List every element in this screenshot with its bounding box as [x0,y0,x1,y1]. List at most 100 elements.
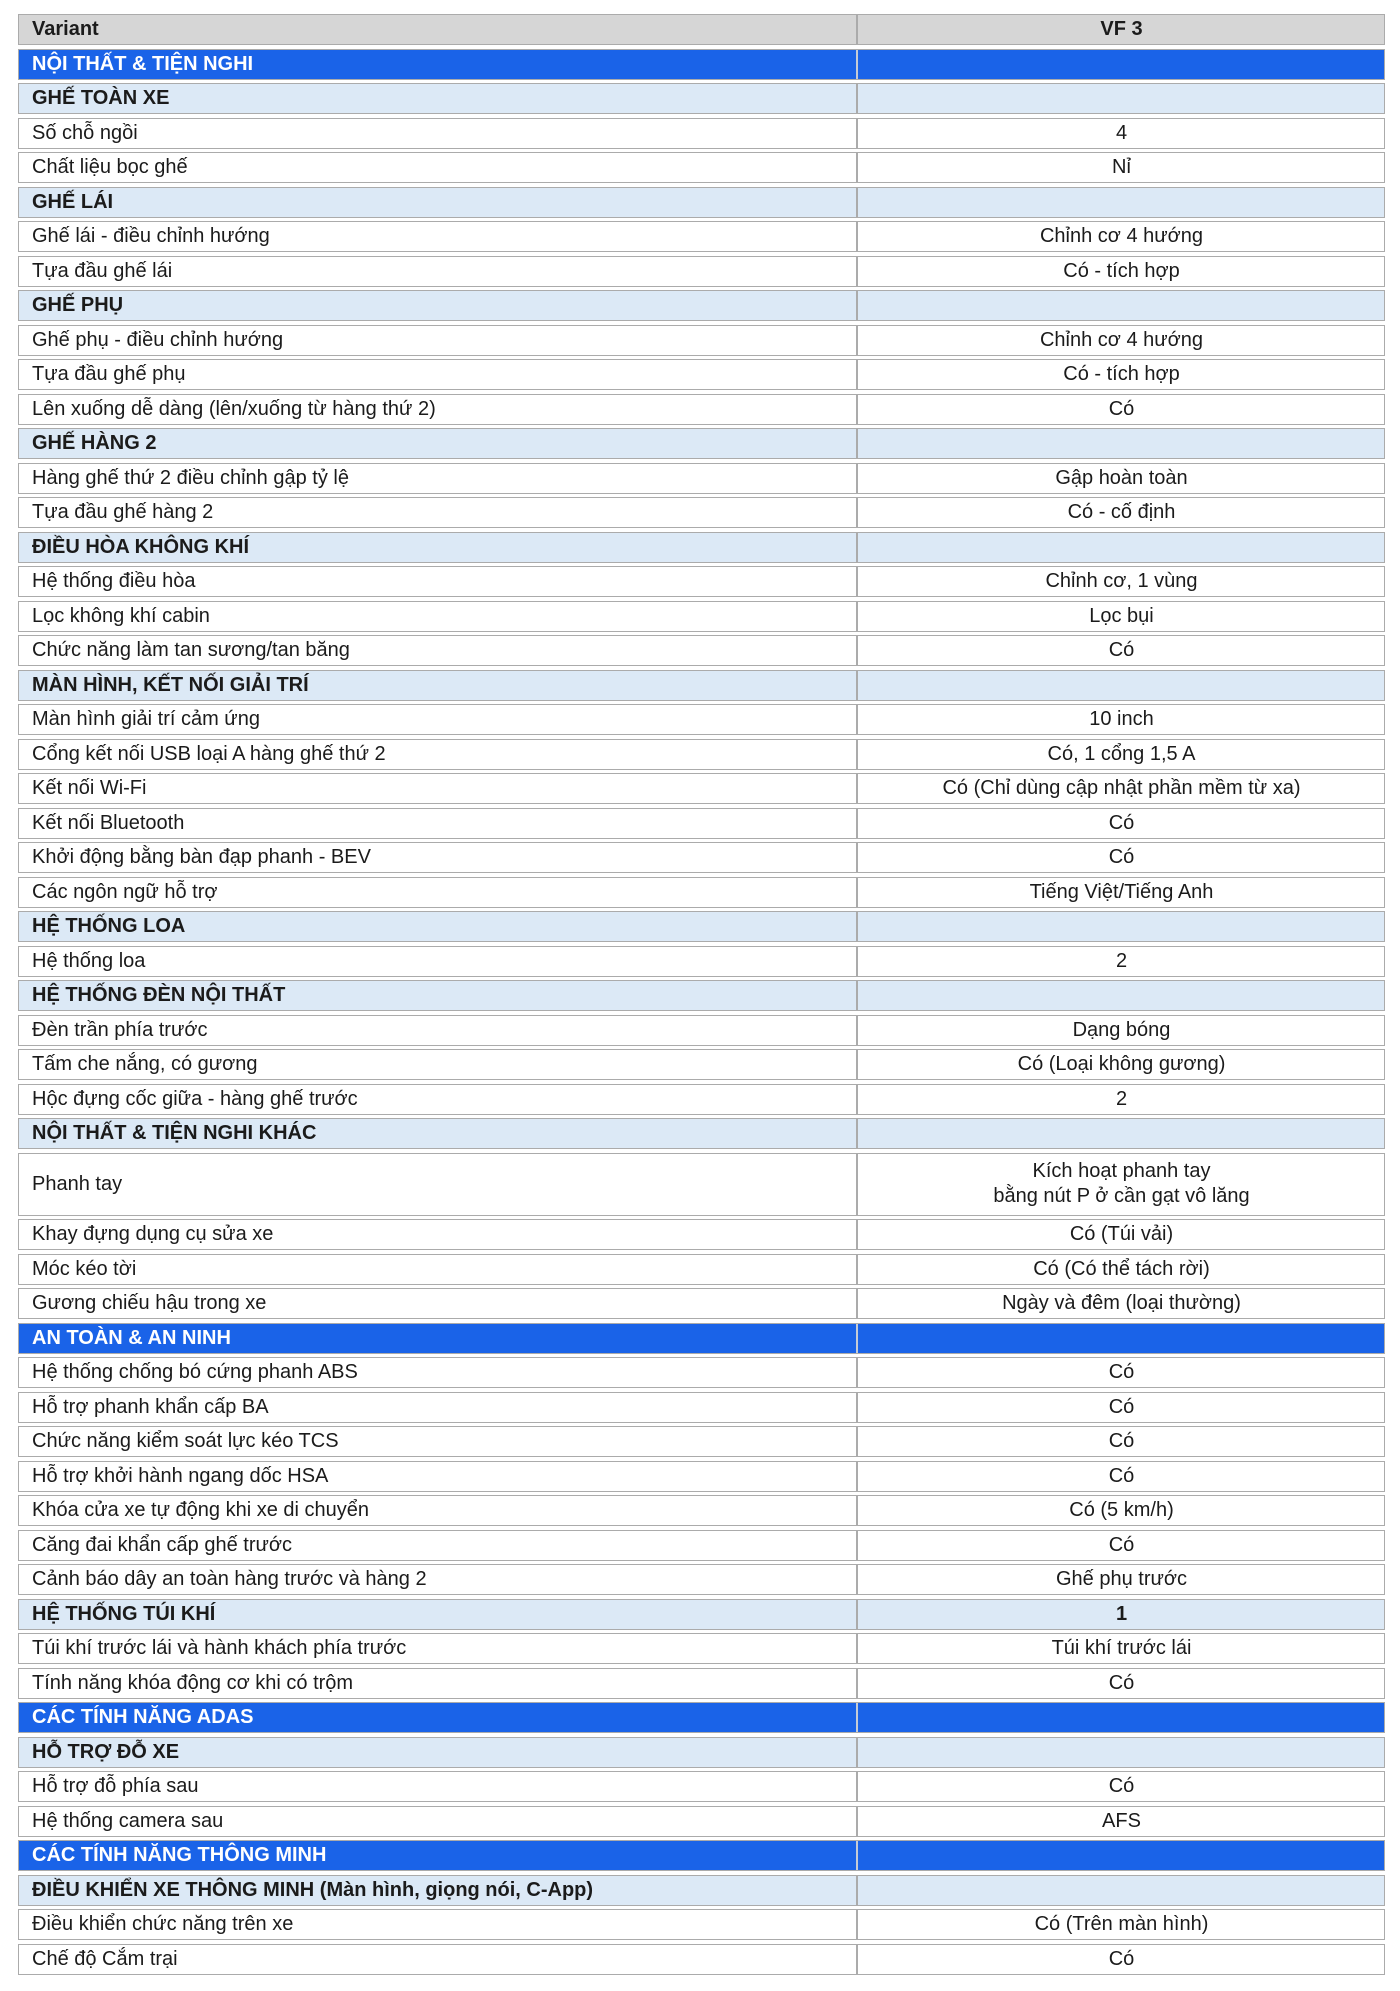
spec-row: Túi khí trước lái và hành khách phía trư… [18,1633,1385,1664]
column-divider [856,1944,858,1974]
spec-label-cell: Chất liệu bọc ghế [32,156,188,178]
column-divider [856,84,858,113]
spec-value-cell: Có [1108,397,1135,420]
column-divider [856,1427,858,1456]
column-divider [856,1806,858,1836]
table-header-row: Variant VF 3 [18,14,1385,45]
column-divider [856,636,858,665]
spec-row: Chất liệu bọc ghế Nỉ [18,152,1385,183]
spec-row: Hệ thống loa 2 [18,945,1385,977]
spec-row: Tựa đầu ghế hàng 2 Có - cố định [18,497,1385,528]
spec-row: Chức năng kiểm soát lực kéo TCS Có [18,1426,1385,1457]
spec-value-cell: 4 [1115,121,1128,144]
spec-label-cell: Hỗ trợ đỗ phía sau [32,1775,199,1797]
spec-label-cell: Cảnh báo dây an toàn hàng trước và hàng … [32,1568,427,1590]
spec-label-cell: Gương chiếu hậu trong xe [32,1292,267,1314]
column-divider [856,1220,858,1249]
spec-label-cell: Tựa đầu ghế hàng 2 [32,501,214,523]
spec-value-cell: Có, 1 cổng 1,5 A [1047,742,1196,765]
spec-row: Khóa cửa xe tự động khi xe di chuyển Có (… [18,1495,1385,1526]
spec-row: Hệ thống camera sau AFS [18,1805,1385,1837]
spec-value-cell: 1 [1115,1602,1128,1625]
spec-value-cell: Lọc bụi [1089,604,1154,627]
spec-label-cell: Hàng ghế thứ 2 điều chỉnh gập tỷ lệ [32,466,349,489]
spec-value-cell [859,1841,1384,1870]
column-divider [856,843,858,872]
spec-value-cell [859,912,1384,941]
spec-label-cell: Chức năng làm tan sương/tan băng [32,639,350,661]
spec-row: Hệ thống điều hòa Chỉnh cơ, 1 vùng [18,566,1385,597]
column-divider [856,1153,858,1215]
spec-row: Tựa đầu ghế phụ Có - tích hợp [18,359,1385,390]
column-divider [856,498,858,527]
spec-value-cell [859,188,1384,217]
spec-label-cell: GHẾ LÁI [32,190,114,213]
spec-row: Lên xuống dễ dàng (lên/xuống từ hàng thứ… [18,393,1385,425]
section-row: AN TOÀN & AN NINH [18,1322,1385,1354]
column-header-variant: Variant [32,18,99,40]
column-divider [856,1254,858,1284]
spec-label-cell: Hệ thống điều hòa [32,570,196,592]
column-divider [856,877,858,907]
spec-label-cell: Chức năng kiểm soát lực kéo TCS [32,1430,339,1452]
spec-value-cell: Có [1108,1671,1135,1694]
spec-value-cell: Tiếng Việt/Tiếng Anh [1029,880,1214,903]
spec-label-cell: Tựa đầu ghế phụ [32,363,186,385]
spec-label-cell: NỘI THẤT & TIỆN NGHI [32,52,254,75]
spec-label-cell: Lọc không khí cabin [32,604,210,627]
spec-label-cell: CÁC TÍNH NĂNG THÔNG MINH [32,1844,327,1866]
spec-row: Tựa đầu ghế lái Có - tích hợp [18,255,1385,287]
spec-value-cell: Có (Chỉ dùng cập nhật phần mềm từ xa) [942,777,1301,799]
spec-label-cell: Cổng kết nối USB loại A hàng ghế thứ 2 [32,742,386,765]
column-divider [856,325,858,355]
spec-label-cell: NỘI THẤT & TIỆN NGHI KHÁC [32,1122,317,1144]
spec-row: Kết nối Wi-Fi Có (Chỉ dùng cập nhật phần … [18,773,1385,804]
spec-row: Hàng ghế thứ 2 điều chỉnh gập tỷ lệ Gập h… [18,462,1385,494]
column-divider [856,1737,858,1767]
spec-row: Cảnh báo dây an toàn hàng trước và hàng … [18,1564,1385,1595]
spec-label-cell: Tính năng khóa động cơ khi có trộm [32,1671,354,1694]
spec-label-cell: GHẾ HÀNG 2 [32,432,157,454]
subsection-row: HỖ TRỢ ĐỖ XE [18,1736,1385,1768]
spec-value-cell [859,981,1384,1010]
spec-value-cell: Có [1108,1430,1135,1452]
spec-label-cell: HỆ THỐNG TÚI KHÍ [32,1602,216,1625]
spec-row: Ghế lái - điều chỉnh hướng Chỉnh cơ 4 hướ… [18,221,1385,252]
column-divider [856,49,858,79]
spec-label-cell: ĐIỀU HÒA KHÔNG KHÍ [32,535,250,558]
spec-label-cell: Lên xuống dễ dàng (lên/xuống từ hàng thứ… [32,397,436,420]
column-divider [856,1015,858,1045]
spec-label-cell: Túi khí trước lái và hành khách phía trư… [32,1637,407,1659]
spec-value-cell [859,84,1384,113]
column-divider [856,705,858,734]
spec-label-cell: GHẾ PHỤ [32,294,124,316]
subsection-row: ĐIỀU HÒA KHÔNG KHÍ [18,531,1385,563]
subsection-row: GHẾ HÀNG 2 [18,428,1385,459]
spec-value-cell [859,1119,1384,1148]
column-divider [856,118,858,148]
column-divider [856,1050,858,1079]
spec-row: Màn hình giải trí cảm ứng 10 inch [18,704,1385,735]
column-divider [856,1358,858,1387]
spec-value-cell [859,1738,1384,1767]
spec-label-cell: HỆ THỐNG LOA [32,915,186,937]
spec-value-cell: Ghế phụ trước [1055,1568,1187,1590]
column-divider [856,394,858,424]
spec-label-cell: Hộc đựng cốc giữa - hàng ghế trước [32,1087,358,1110]
spec-label-cell: Kết nối Bluetooth [32,811,185,834]
column-divider [856,1772,858,1801]
spec-value-cell: 10 inch [1089,708,1154,730]
column-divider [856,739,858,769]
spec-label-cell: Tựa đầu ghế lái [32,259,173,282]
table-body: NỘI THẤT & TIỆN NGHI GHẾ TOÀN XE Số chỗ ng… [18,48,1385,1975]
spec-value-cell: Có (5 km/h) [1069,1499,1174,1521]
spec-value-cell: Có - tích hợp [1063,363,1180,385]
spec-row: Hệ thống chống bó cứng phanh ABS Có [18,1357,1385,1388]
spec-label-cell: Ghế phụ - điều chỉnh hướng [32,328,284,351]
spec-row: Số chỗ ngồi 4 [18,117,1385,149]
spec-value-cell: Có - tích hợp [1063,259,1180,282]
spec-label-cell: Căng đai khẩn cấp ghế trước [32,1533,292,1556]
column-divider [856,808,858,838]
spec-value-cell: Có [1108,1775,1135,1797]
spec-label-cell: ĐIỀU KHIỂN XE THÔNG MINH (Màn hình, giọn… [32,1878,594,1901]
